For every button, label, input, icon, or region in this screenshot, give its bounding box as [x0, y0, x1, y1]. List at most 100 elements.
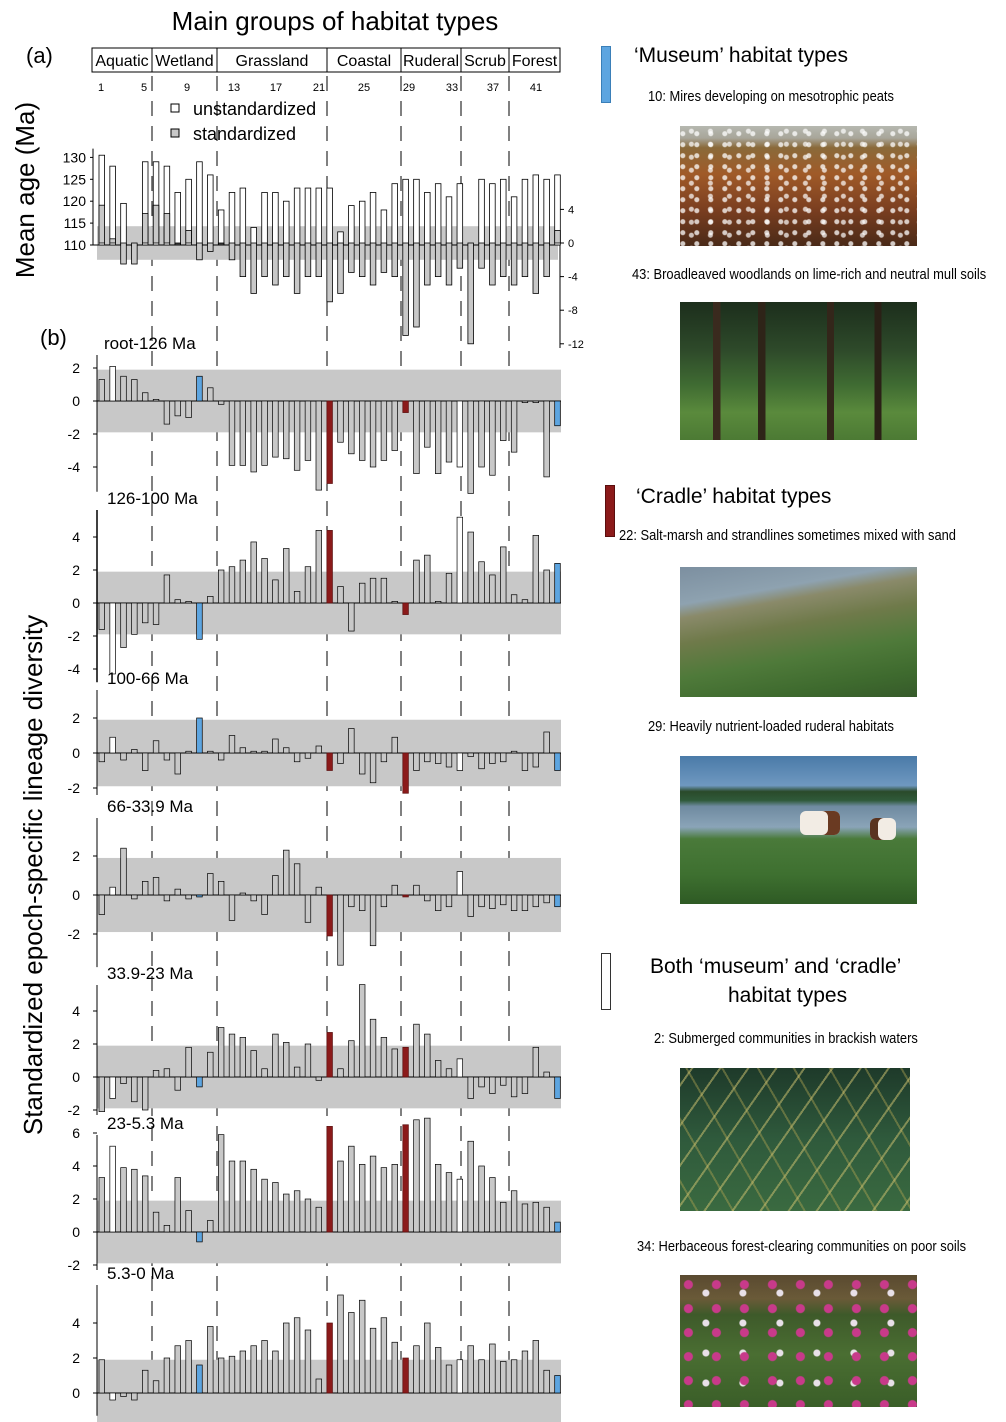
diversity-bar: [152, 399, 160, 402]
panel-title: 100-66 Ma: [107, 669, 189, 688]
diversity-bar: [424, 894, 431, 902]
panel-a-tick-label: 125: [63, 171, 87, 187]
std-bar: [467, 242, 474, 345]
diversity-bar: [348, 602, 355, 632]
panel-tick-label: -4: [68, 661, 81, 677]
diversity-bar: [239, 1160, 247, 1233]
unstd-bar: [380, 209, 388, 246]
std-bar: [228, 242, 236, 261]
cradle-title: ‘Cradle’ habitat types: [636, 485, 832, 508]
diversity-bar: [261, 750, 268, 754]
diversity-bar: [348, 1145, 355, 1233]
diversity-bar: [510, 894, 518, 911]
unstd-bar: [196, 161, 203, 246]
panel-tick-label: 2: [72, 848, 80, 864]
diversity-bar: [283, 1041, 290, 1078]
diversity-bar: [456, 752, 463, 771]
std-bar: [391, 242, 398, 277]
std-bar: [326, 242, 333, 303]
diversity-bar: [109, 1145, 116, 1233]
unstd-bar: [326, 187, 333, 246]
group-label-forest: Forest: [512, 53, 558, 70]
habitat-chart-figure: Main groups of habitat types (a) Aquatic We…: [10, 6, 584, 1422]
panel-a-tick-label: 130: [63, 149, 87, 165]
unstd-bar: [456, 183, 464, 246]
diversity-bar: [142, 1369, 149, 1394]
std-bar: [196, 242, 203, 261]
diversity-bar: [239, 747, 247, 754]
diversity-bar: [478, 1076, 485, 1088]
diversity-bar: [120, 1167, 127, 1233]
diversity-bar: [337, 1294, 344, 1394]
unstd-bar: [228, 192, 236, 246]
diversity-bar: [152, 1211, 160, 1233]
diversity-bar: [98, 1177, 105, 1233]
diversity-bar: [489, 1076, 496, 1094]
panel-a-tick-label: 110: [64, 237, 87, 253]
unstd-bar: [239, 187, 247, 246]
diversity-bar: [142, 392, 149, 402]
diversity-bar: [293, 591, 301, 604]
diversity-bar: [272, 579, 279, 604]
diversity-bar: [142, 1175, 149, 1233]
std-bar: [185, 229, 192, 244]
diversity-bar: [272, 1033, 279, 1078]
diversity-bar: [467, 1140, 474, 1233]
diversity-bar: [174, 1177, 181, 1233]
diversity-bar: [500, 1361, 507, 1394]
diversity-bar: [543, 731, 550, 754]
std-bar: [358, 242, 366, 277]
panel-tick-label: 4: [72, 1003, 80, 1019]
legend-unstandardized: unstandardized: [193, 99, 316, 119]
diversity-bar: [489, 574, 496, 604]
std-bar: [521, 242, 529, 277]
diversity-bar: [131, 1392, 138, 1401]
ruderal-photo: [680, 756, 917, 904]
panel-a-right-tick-label: 4: [568, 204, 574, 216]
diversity-bar: [142, 752, 149, 771]
diversity-bar: [337, 1160, 344, 1233]
unstd-bar: [109, 165, 116, 246]
diversity-bar: [369, 1327, 377, 1394]
diversity-bar: [478, 1359, 485, 1394]
diversity-bar: [510, 1076, 518, 1098]
brackish-photo: [680, 1068, 910, 1211]
unstd-bar: [543, 178, 550, 246]
diversity-bar: [510, 400, 518, 453]
diversity-bar: [315, 886, 322, 896]
unstd-bar: [391, 183, 398, 246]
diversity-bar: [359, 984, 366, 1078]
diversity-bar: [304, 566, 312, 604]
diversity-bar: [196, 1231, 203, 1243]
panel-tick-label: 0: [72, 887, 80, 903]
diversity-bar: [239, 1350, 247, 1394]
diversity-bar: [348, 1040, 355, 1078]
std-bar: [402, 242, 409, 336]
diversity-bar: [337, 894, 344, 966]
std-bar: [163, 213, 171, 244]
diversity-bar: [359, 894, 366, 911]
diversity-bar: [369, 1155, 377, 1233]
diversity-bar: [402, 1046, 409, 1078]
diversity-bar: [413, 559, 420, 604]
diversity-bar: [163, 1357, 171, 1394]
diversity-bar: [500, 1076, 507, 1086]
unstd-bar: [217, 209, 225, 246]
diversity-bar: [445, 894, 453, 908]
diversity-bar: [261, 558, 268, 604]
diversity-bar: [131, 894, 138, 900]
unstd-bar: [272, 192, 279, 246]
diversity-bar: [315, 745, 322, 754]
panel-a-right-tick-label: -12: [568, 339, 584, 351]
std-bar: [543, 242, 550, 277]
diversity-bar: [239, 892, 247, 896]
diversity-bar: [98, 1076, 105, 1113]
diversity-bar: [380, 577, 388, 604]
diversity-bar: [554, 1076, 561, 1099]
diversity-bar: [272, 1182, 279, 1233]
diversity-bar: [348, 728, 355, 754]
habitat-tick-29: 29: [403, 82, 415, 94]
diversity-bar: [283, 849, 290, 896]
panel-a-tick-label: 120: [63, 193, 87, 209]
std-bar: [369, 242, 377, 286]
